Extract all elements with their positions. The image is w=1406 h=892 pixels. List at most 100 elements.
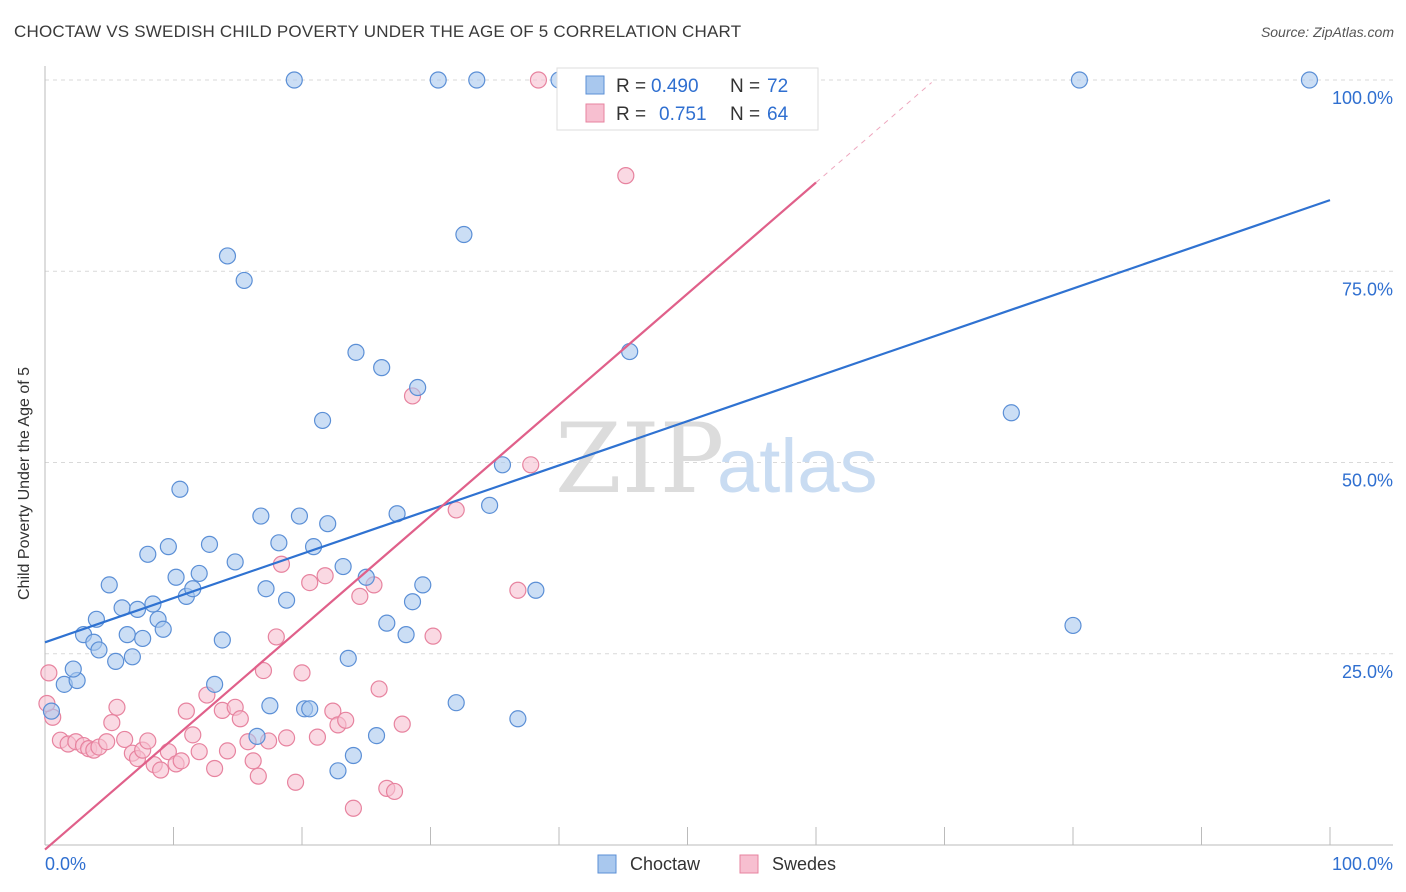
choctaw-point xyxy=(277,591,296,609)
watermark-atlas: atlas xyxy=(717,424,878,509)
watermark: ZIP atlas xyxy=(555,403,878,515)
chart-title: CHOCTAW VS SWEDISH CHILD POVERTY UNDER T… xyxy=(14,22,742,41)
choctaw-point xyxy=(397,626,415,644)
choctaw-point xyxy=(301,700,319,718)
swedes-point xyxy=(184,726,202,744)
choctaw-point xyxy=(527,581,545,599)
y-tick-label: 100.0% xyxy=(1332,88,1393,108)
swedes-point xyxy=(152,761,170,779)
choctaw-point xyxy=(257,580,275,598)
swedes-point xyxy=(108,698,126,716)
choctaw-point xyxy=(347,343,365,361)
choctaw-r-label: R = xyxy=(616,76,646,97)
swedes-point xyxy=(293,664,311,682)
swedes-bottom-swatch xyxy=(739,854,759,874)
swedes-point xyxy=(424,627,442,645)
y-tick-label: 75.0% xyxy=(1342,279,1393,299)
choctaw-trend-line xyxy=(44,199,1331,644)
swedes-point xyxy=(190,743,208,761)
choctaw-point xyxy=(344,746,362,765)
swedes-point xyxy=(308,728,327,746)
choctaw-point xyxy=(1300,71,1319,89)
swedes-point xyxy=(40,664,58,682)
swedes-point xyxy=(231,710,249,728)
choctaw-point xyxy=(190,564,208,583)
swedes-point xyxy=(316,567,334,585)
choctaw-point xyxy=(329,762,347,780)
watermark-zip: ZIP xyxy=(555,403,724,515)
choctaw-point xyxy=(261,697,279,715)
x-tick-label: 100.0% xyxy=(1332,854,1393,874)
choctaw-point xyxy=(64,660,82,678)
choctaw-point xyxy=(154,620,172,638)
choctaw-point xyxy=(334,557,352,576)
choctaw-point xyxy=(455,225,473,244)
choctaw-point xyxy=(621,342,639,361)
choctaw-point xyxy=(339,649,357,667)
choctaw-point xyxy=(1070,71,1089,89)
swedes-n-label: N = xyxy=(730,104,760,125)
swedes-r-label: R = xyxy=(616,104,646,125)
choctaw-point xyxy=(481,496,499,514)
choctaw-point xyxy=(447,694,465,712)
swedes-point xyxy=(254,661,273,680)
swedes-legend-swatch xyxy=(585,103,605,123)
choctaw-point xyxy=(248,727,266,745)
choctaw-point xyxy=(213,631,231,649)
choctaw-point xyxy=(226,553,244,571)
choctaw-legend-swatch xyxy=(585,75,605,95)
trend-lines xyxy=(44,82,1331,851)
swedes-point xyxy=(370,680,388,698)
choctaw-point xyxy=(42,702,61,720)
swedes-point xyxy=(206,759,224,778)
y-tick-label: 25.0% xyxy=(1342,662,1393,682)
choctaw-point xyxy=(429,71,447,89)
choctaw-point xyxy=(319,515,337,533)
grid-lines xyxy=(45,79,1393,655)
swedes-point xyxy=(218,742,237,760)
swedes-r-value: 0.751 xyxy=(659,104,707,125)
choctaw-point xyxy=(139,545,157,563)
swedes-point xyxy=(344,799,362,817)
choctaw-point xyxy=(409,378,427,397)
choctaw-point xyxy=(414,576,432,594)
choctaw-point xyxy=(90,641,108,659)
swedes-point xyxy=(351,587,369,605)
choctaw-point xyxy=(206,675,224,693)
choctaw-point xyxy=(159,538,177,556)
choctaw-point xyxy=(373,359,391,377)
swedes-points xyxy=(38,71,758,817)
choctaw-point xyxy=(218,247,237,265)
tick-labels: 25.0% 50.0% 75.0% 100.0% 0.0% 100.0% xyxy=(45,88,1393,874)
swedes-n-value: 64 xyxy=(767,104,789,125)
swedes-point xyxy=(286,773,305,791)
swedes-point xyxy=(447,501,465,519)
y-tick-label: 50.0% xyxy=(1342,471,1393,491)
swedes-point xyxy=(301,574,319,592)
swedes-trend-line xyxy=(44,181,817,851)
choctaw-point xyxy=(290,507,309,525)
choctaw-point xyxy=(134,629,152,648)
choctaw-point xyxy=(1064,616,1082,635)
swedes-point xyxy=(249,767,267,785)
choctaw-point xyxy=(1002,404,1020,422)
choctaw-point xyxy=(313,411,332,430)
choctaw-point xyxy=(167,568,185,586)
choctaw-point xyxy=(252,507,270,525)
choctaw-point xyxy=(468,71,486,89)
choctaw-bottom-swatch xyxy=(597,854,617,874)
choctaw-point xyxy=(171,480,189,498)
swedes-point xyxy=(116,730,134,749)
swedes-point xyxy=(177,702,195,720)
source-label: Source: ZipAtlas.com xyxy=(1260,24,1394,40)
swedes-point xyxy=(244,752,262,770)
swedes-point xyxy=(337,711,355,729)
swedes-point xyxy=(98,733,116,751)
stats-legend: R = 0.490 N = 72 R = 0.751 N = 64 xyxy=(556,67,819,131)
choctaw-point xyxy=(367,727,386,745)
swedes-point xyxy=(529,71,548,89)
choctaw-point xyxy=(100,576,118,594)
choctaw-bottom-label: Choctaw xyxy=(630,854,701,874)
swedes-point xyxy=(393,715,411,733)
